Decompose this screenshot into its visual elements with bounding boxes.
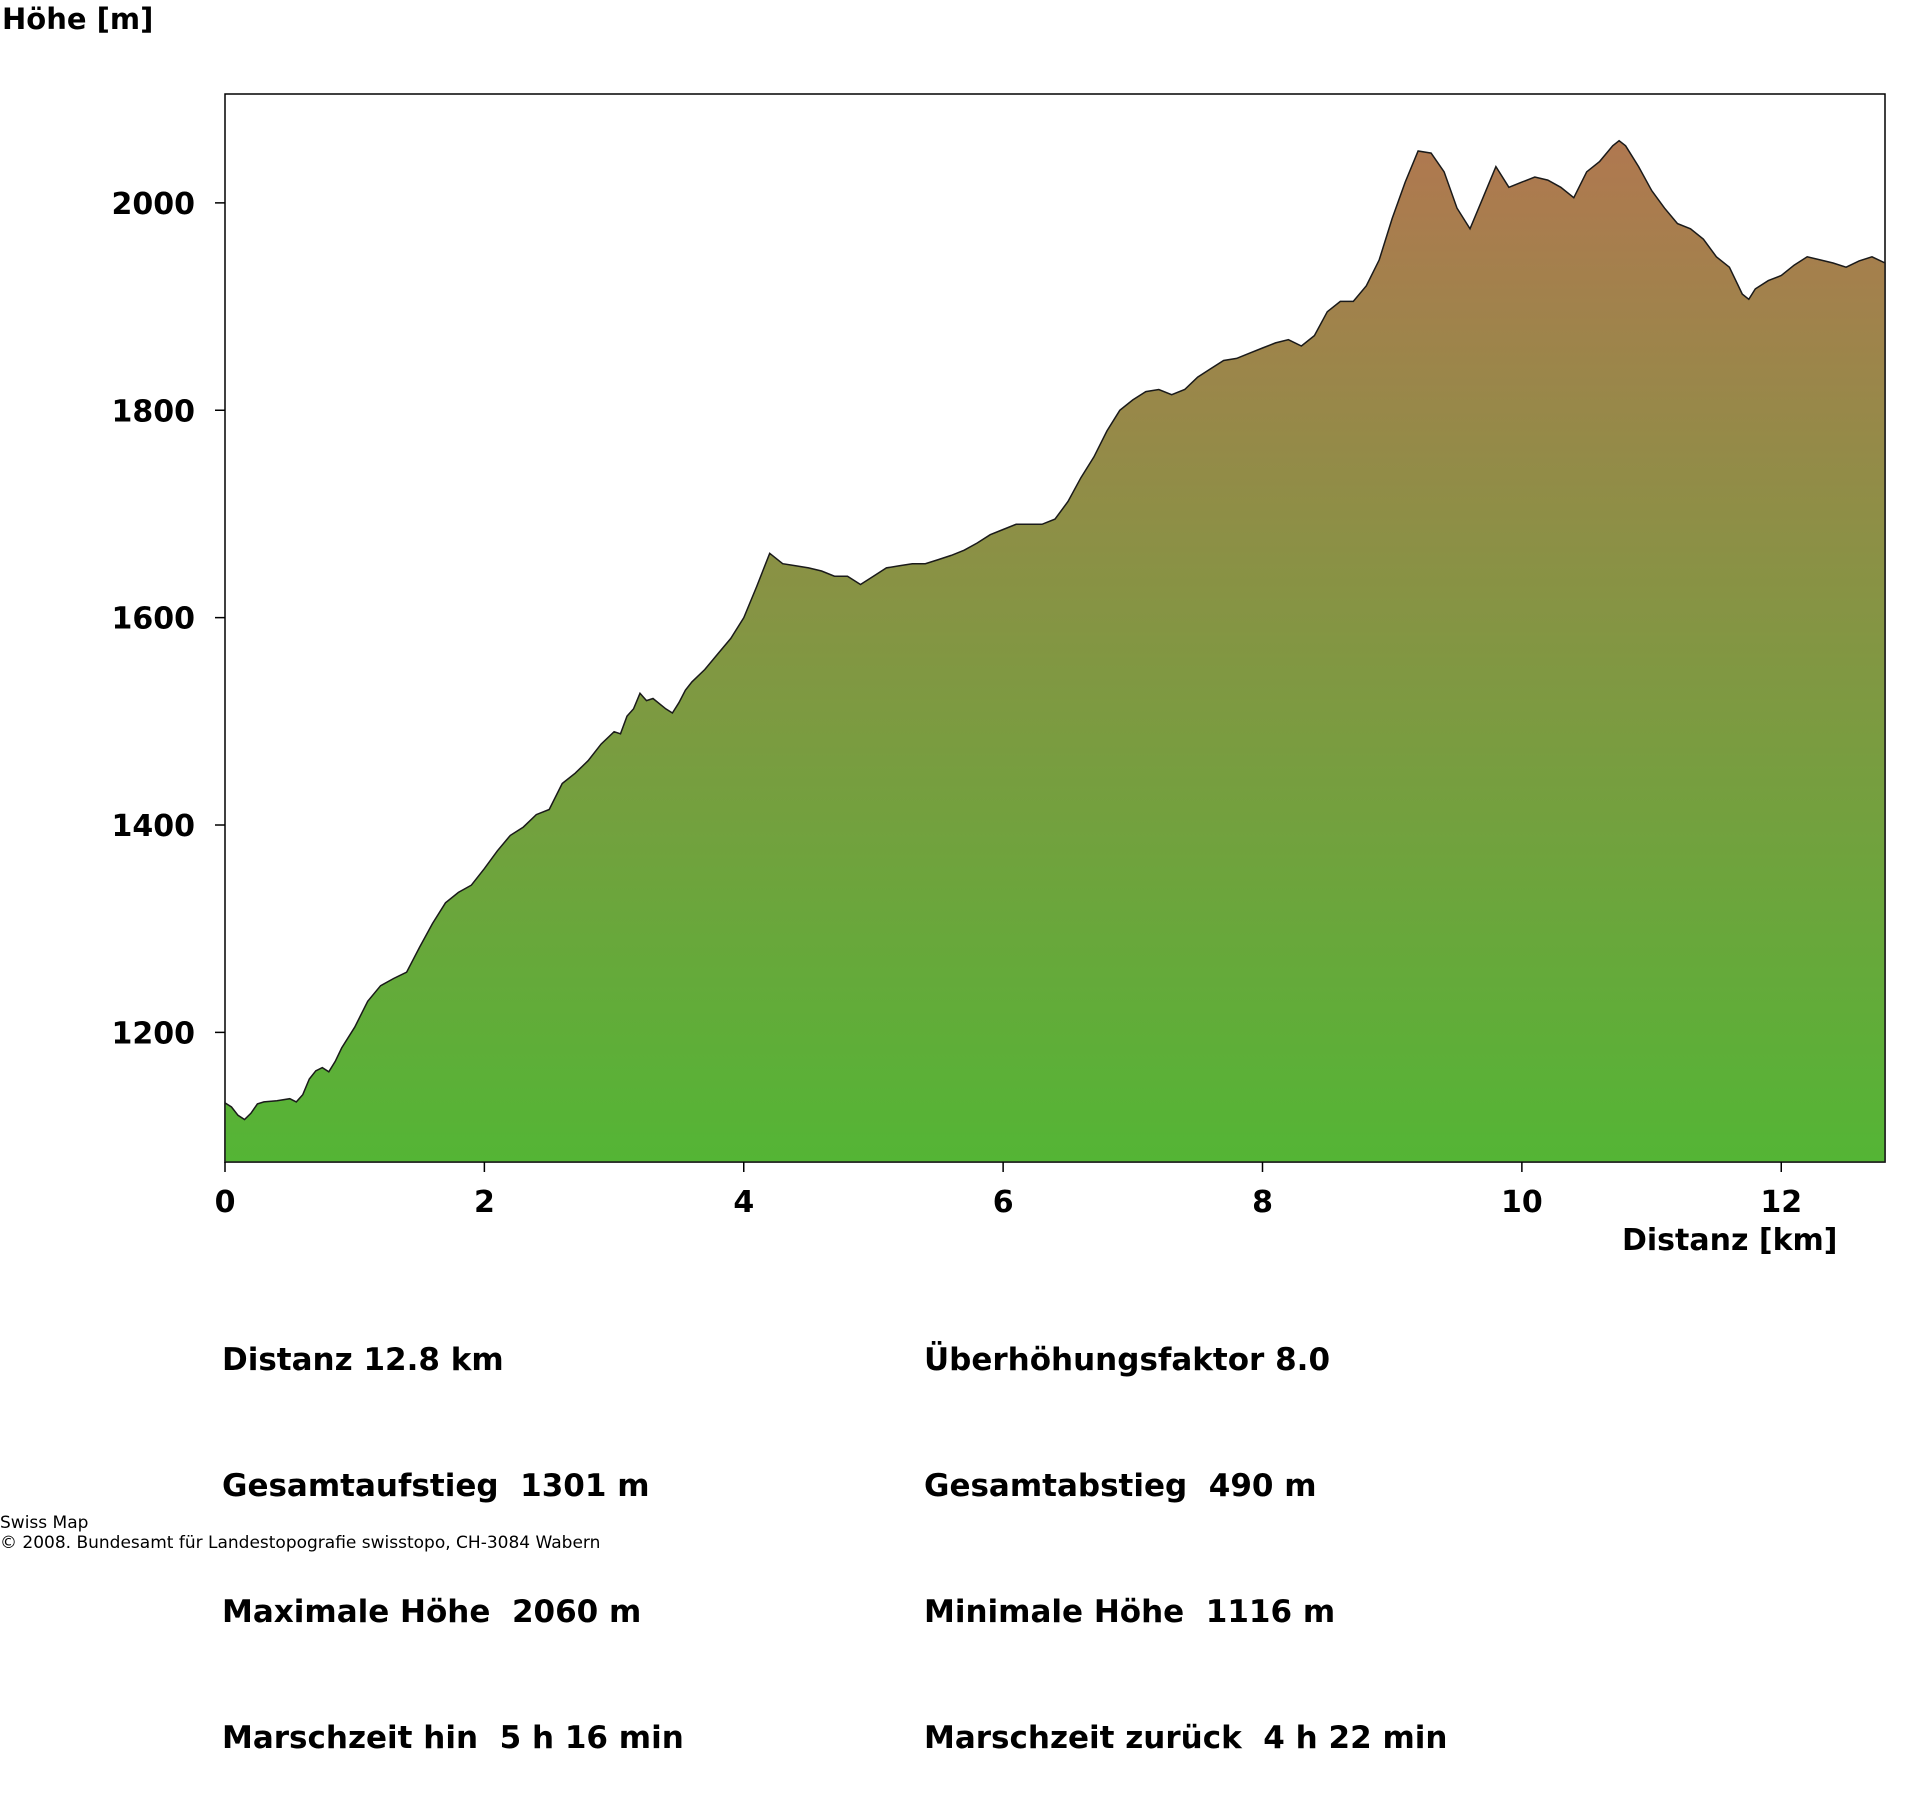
axis-ticks: 0 2 4 6 8 10 12 1200 1400 1600 1800 2000 [112,187,1803,1220]
y-tick-label: 1400 [112,809,196,844]
stat-walk-time-back: Marschzeit zurück 4 h 22 min [924,1720,1448,1756]
x-tick-label: 2 [474,1185,495,1220]
stat-min-height: Minimale Höhe 1116 m [924,1594,1336,1630]
y-tick-label: 1800 [112,394,196,429]
stat-exaggeration: Überhöhungsfaktor 8.0 [924,1342,1331,1378]
stat-total-ascent: Gesamtaufstieg 1301 m [222,1468,650,1504]
stat-walk-time-there: Marschzeit hin 5 h 16 min [222,1720,684,1756]
footer-source: Swiss Map [0,1513,89,1533]
stat-total-descent: Gesamtabstieg 490 m [924,1468,1317,1504]
stats-right: Überhöhungsfaktor 8.0 Gesamtabstieg 490 … [924,1261,1447,1801]
x-tick-label: 6 [993,1185,1014,1220]
elevation-chart: 0 2 4 6 8 10 12 1200 1400 1600 1800 2000 [112,93,1886,1220]
y-tick-label: 1600 [112,602,196,637]
x-tick-label: 4 [733,1185,754,1220]
stat-max-height: Maximale Höhe 2060 m [222,1594,642,1630]
y-tick-label: 2000 [112,187,196,222]
elevation-area [224,139,1886,1163]
x-tick-label: 8 [1252,1185,1273,1220]
x-axis-label: Distanz [km] [1622,1223,1838,1258]
footer-copyright: © 2008. Bundesamt für Landestopografie s… [0,1533,601,1553]
stat-distance: Distanz 12.8 km [222,1342,504,1378]
x-tick-label: 0 [215,1185,236,1220]
footer: Swiss Map © 2008. Bundesamt für Landesto… [0,1513,600,1553]
y-tick-label: 1200 [112,1016,196,1051]
x-tick-label: 10 [1501,1185,1543,1220]
y-axis-label: Höhe [m] [2,2,154,36]
x-tick-label: 12 [1760,1185,1802,1220]
